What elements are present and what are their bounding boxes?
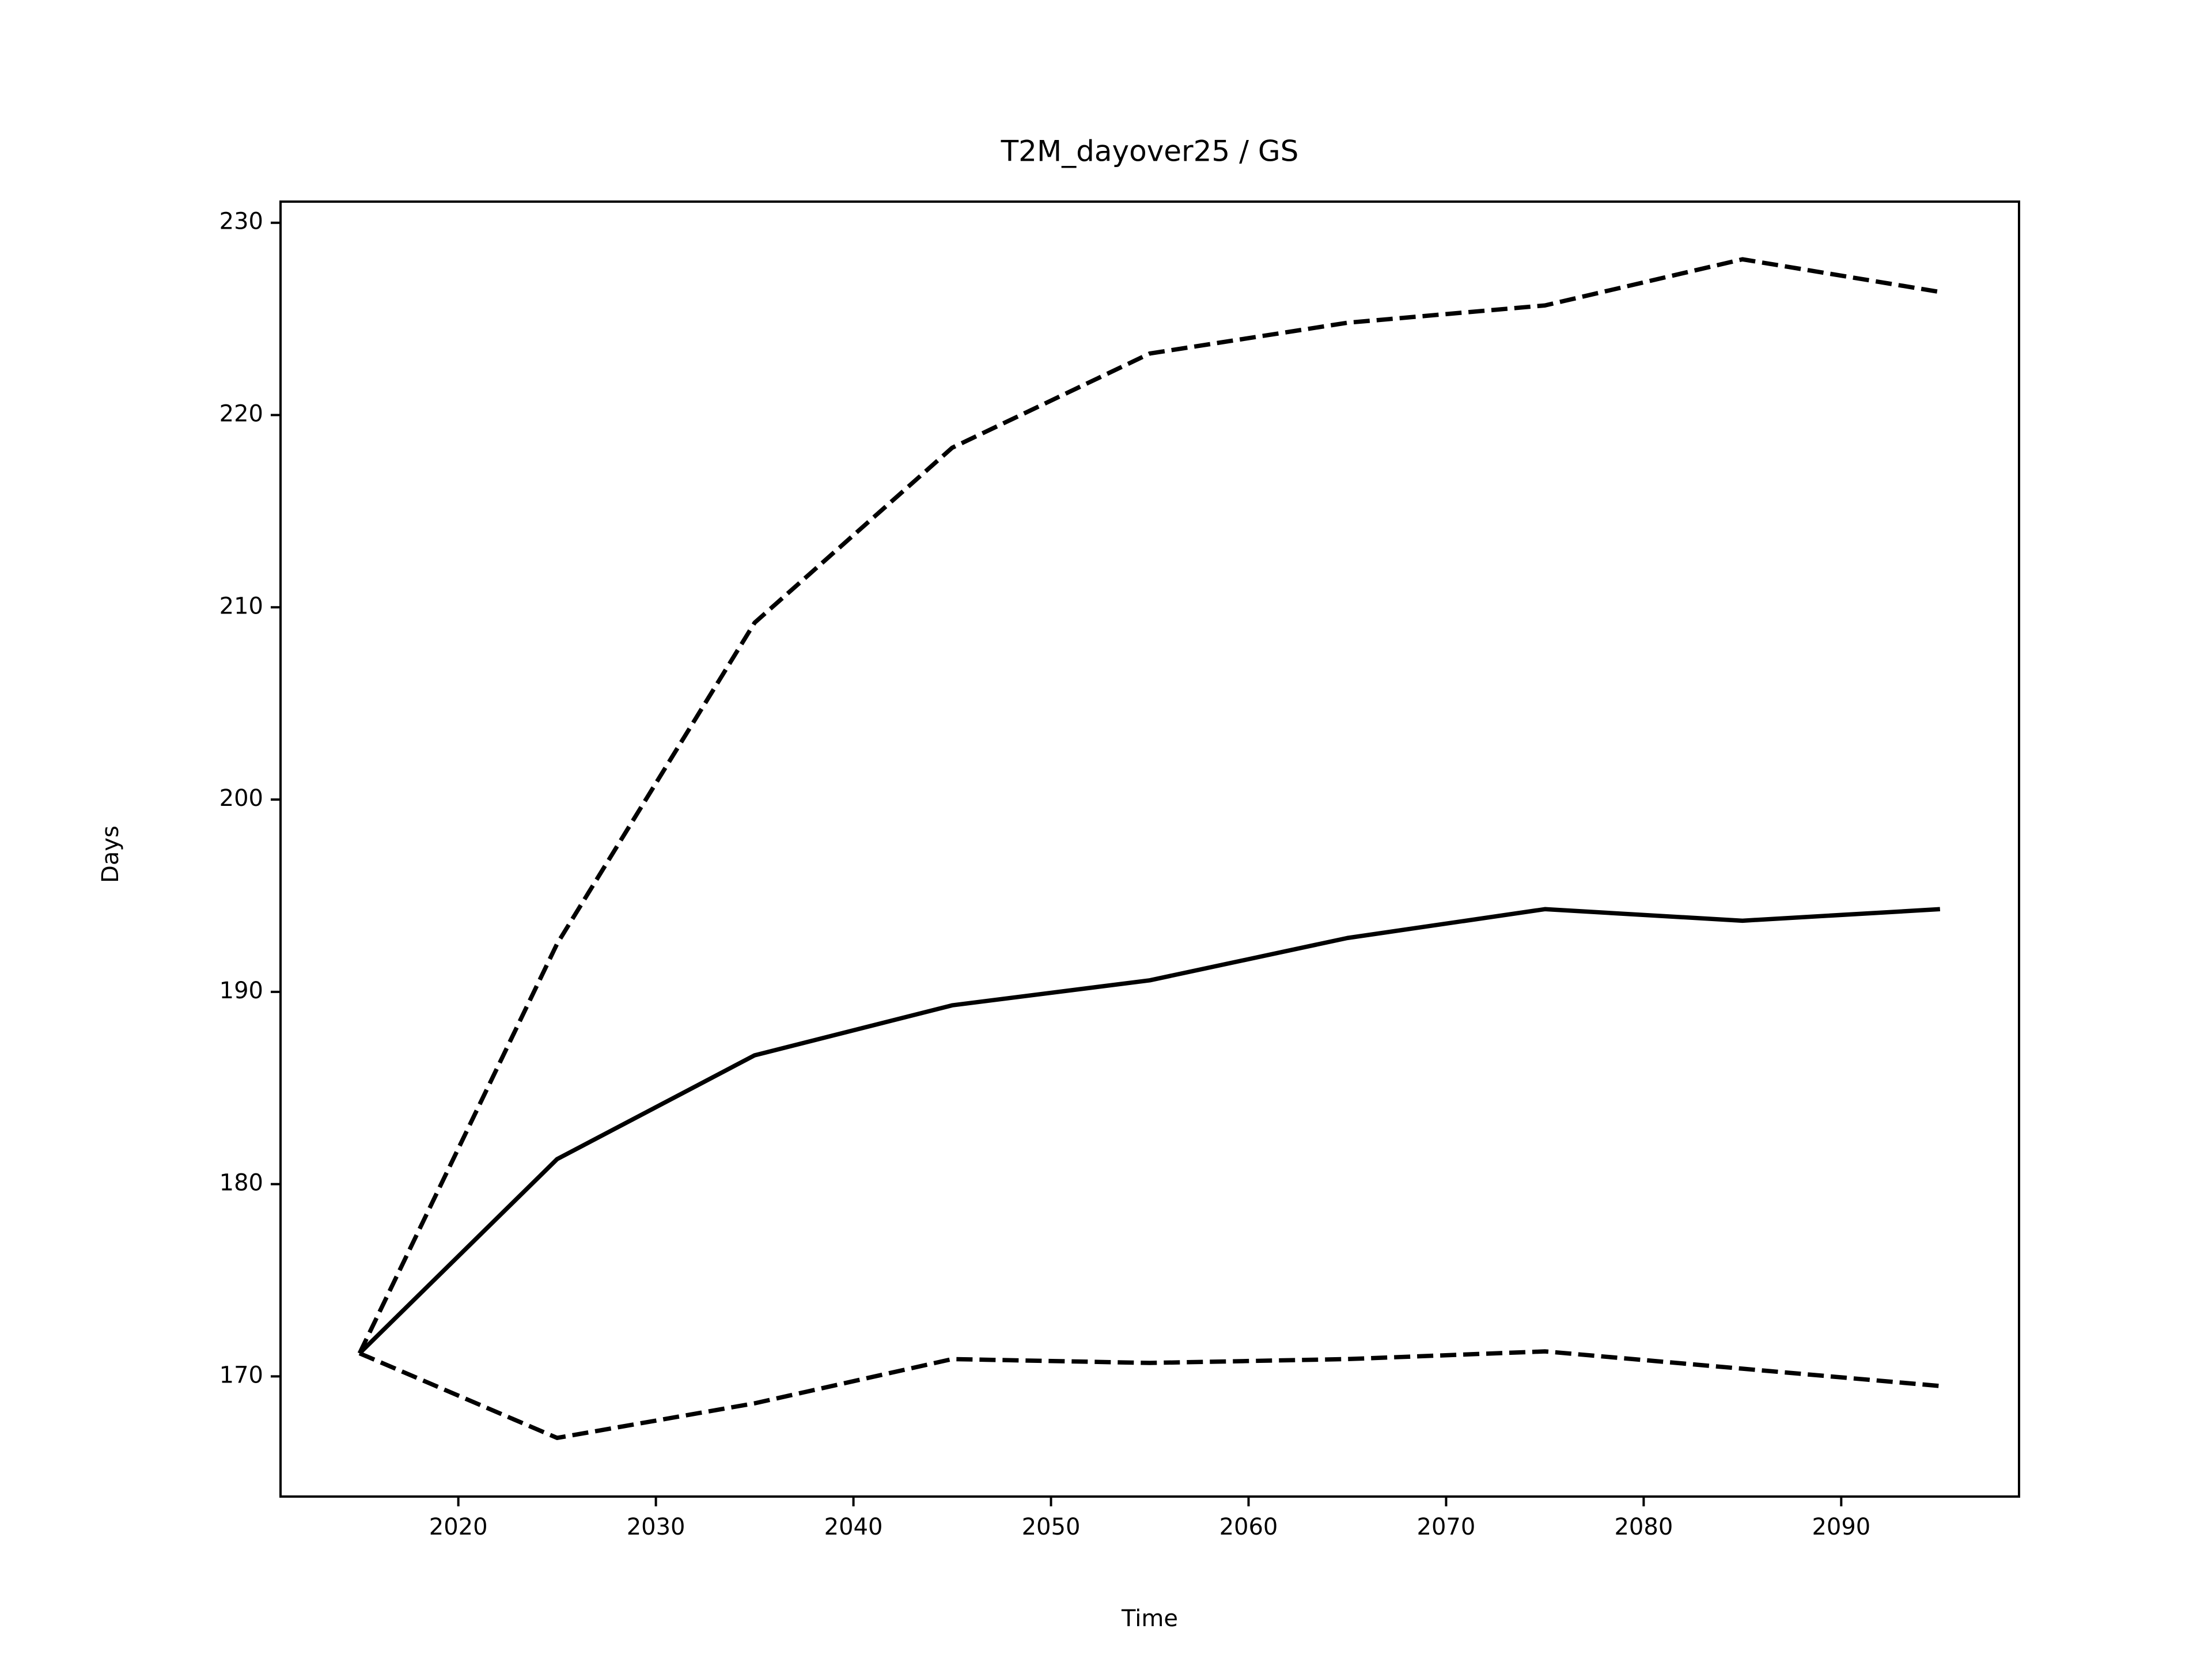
x-tick-label: 2060 <box>1219 1514 1278 1540</box>
y-tick-label: 220 <box>219 400 263 427</box>
y-tick-label: 200 <box>219 785 263 812</box>
y-tick-label: 190 <box>219 978 263 1004</box>
y-tick-label: 170 <box>219 1362 263 1388</box>
line-series <box>357 257 1941 1354</box>
y-axis-label: Days <box>97 825 124 883</box>
x-tick-label: 2050 <box>1022 1514 1081 1540</box>
x-tick-label: 2020 <box>429 1514 488 1540</box>
x-tick-label: 2090 <box>1812 1514 1870 1540</box>
x-axis-label: Time <box>1121 1605 1178 1632</box>
chart-title: T2M_dayover25 / GS <box>1001 135 1299 168</box>
x-tick-label: 2040 <box>824 1514 883 1540</box>
x-tick-label: 2080 <box>1614 1514 1673 1540</box>
line-series <box>358 1349 1941 1440</box>
y-tick-label: 210 <box>219 593 263 619</box>
y-tick-label: 230 <box>219 209 263 235</box>
plot-frame <box>279 200 2020 1498</box>
line-series <box>358 907 1941 1355</box>
y-tick-label: 180 <box>219 1170 263 1196</box>
x-tick-label: 2070 <box>1417 1514 1476 1540</box>
x-tick-label: 2030 <box>627 1514 685 1540</box>
